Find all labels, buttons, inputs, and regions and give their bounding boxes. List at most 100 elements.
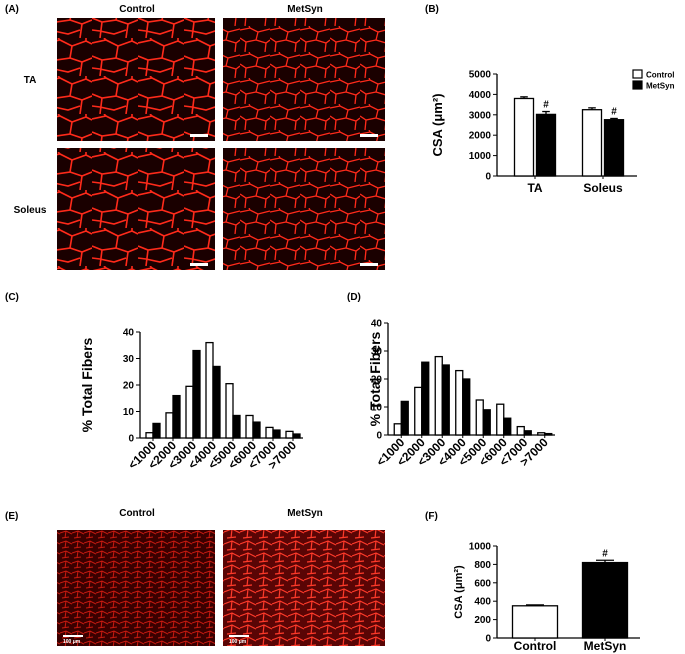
y-tick-label: 30 (371, 347, 383, 358)
bar (212, 365, 221, 439)
row-label: Soleus (14, 205, 47, 216)
scale-bar (63, 635, 83, 637)
y-tick-label: 0 (128, 434, 134, 445)
bar (496, 403, 505, 436)
y-tick-label: 1000 (469, 542, 492, 553)
legend-label: MetSyn (646, 82, 675, 91)
scale-bar (190, 263, 208, 266)
bar (232, 414, 241, 439)
panel-label: (B) (425, 4, 439, 15)
y-axis-title: CSA (μm²) (430, 93, 445, 156)
bar (400, 400, 409, 436)
bar (292, 433, 301, 439)
scale-bar (229, 635, 249, 637)
micrograph (223, 148, 385, 270)
bar (265, 426, 274, 439)
bar (393, 423, 402, 436)
micrograph (57, 530, 215, 646)
bar (603, 119, 625, 177)
bar (285, 430, 294, 439)
micrograph (57, 148, 215, 270)
y-axis-title: % Total Fibers (367, 331, 383, 426)
scale-bar (360, 134, 378, 137)
y-tick-label: 40 (371, 319, 383, 330)
bar (513, 97, 535, 177)
scale-label: 100 μm (229, 639, 247, 645)
bar (165, 412, 174, 439)
panel-label: (C) (5, 292, 19, 303)
bar (581, 109, 603, 177)
bar (511, 605, 559, 639)
micrograph (223, 530, 385, 646)
micrograph (223, 18, 385, 141)
bar (145, 432, 154, 439)
bar (252, 421, 261, 439)
bar (516, 425, 525, 436)
y-tick-label: 5000 (469, 70, 492, 81)
scale-bar (190, 134, 208, 137)
panel-label: (E) (5, 511, 18, 522)
y-tick-label: 40 (123, 328, 135, 339)
y-tick-label: 20 (371, 375, 383, 386)
annotation: # (611, 106, 617, 117)
bar (205, 341, 214, 439)
x-tick-label: TA (527, 181, 542, 195)
y-tick-label: 200 (474, 615, 491, 626)
y-axis-title: % Total Fibers (79, 337, 95, 432)
column-label: MetSyn (287, 4, 323, 15)
annotation: # (543, 100, 549, 111)
annotation: # (602, 548, 608, 559)
scale-bar (360, 263, 378, 266)
y-tick-label: 20 (123, 381, 135, 392)
y-tick-label: 4000 (469, 90, 492, 101)
bar (503, 417, 512, 436)
bar (414, 386, 423, 436)
y-tick-label: 1000 (469, 151, 492, 162)
bar (475, 399, 484, 436)
legend-label: Control (646, 71, 674, 80)
y-tick-label: 0 (376, 431, 382, 442)
bar (523, 430, 532, 436)
column-label: Control (119, 4, 155, 15)
y-axis-title: CSA (μm²) (453, 565, 465, 619)
panel-label: (A) (5, 4, 19, 15)
y-tick-label: 10 (371, 403, 383, 414)
bar (441, 364, 450, 436)
y-tick-label: 400 (474, 597, 491, 608)
bar (172, 394, 181, 439)
y-tick-label: 600 (474, 578, 491, 589)
legend-swatch (632, 69, 643, 79)
x-tick-label: Control (514, 639, 557, 653)
x-tick-label: MetSyn (584, 639, 627, 653)
bar (421, 361, 430, 436)
scale-label: 100 μm (63, 639, 81, 645)
y-tick-label: 2000 (469, 131, 492, 142)
bar (482, 409, 491, 436)
y-tick-label: 800 (474, 560, 491, 571)
bar (225, 383, 234, 439)
y-tick-label: 10 (123, 407, 135, 418)
row-label: TA (24, 75, 37, 86)
y-tick-label: 30 (123, 354, 135, 365)
bar (434, 355, 443, 436)
micrograph (57, 18, 215, 141)
bar (455, 369, 464, 436)
bar (245, 414, 254, 439)
bar (544, 432, 553, 436)
bar (152, 422, 161, 439)
bar (537, 432, 546, 436)
column-label: Control (119, 508, 155, 519)
x-tick-label: Soleus (583, 181, 623, 195)
legend-swatch (632, 80, 643, 90)
bar (581, 561, 629, 639)
panel-label: (F) (425, 511, 438, 522)
bar (535, 113, 557, 177)
bar (272, 429, 281, 439)
y-tick-label: 3000 (469, 110, 492, 121)
bar (462, 378, 471, 436)
panel-label: (D) (347, 292, 361, 303)
y-tick-label: 0 (485, 634, 491, 645)
bar (185, 385, 194, 439)
